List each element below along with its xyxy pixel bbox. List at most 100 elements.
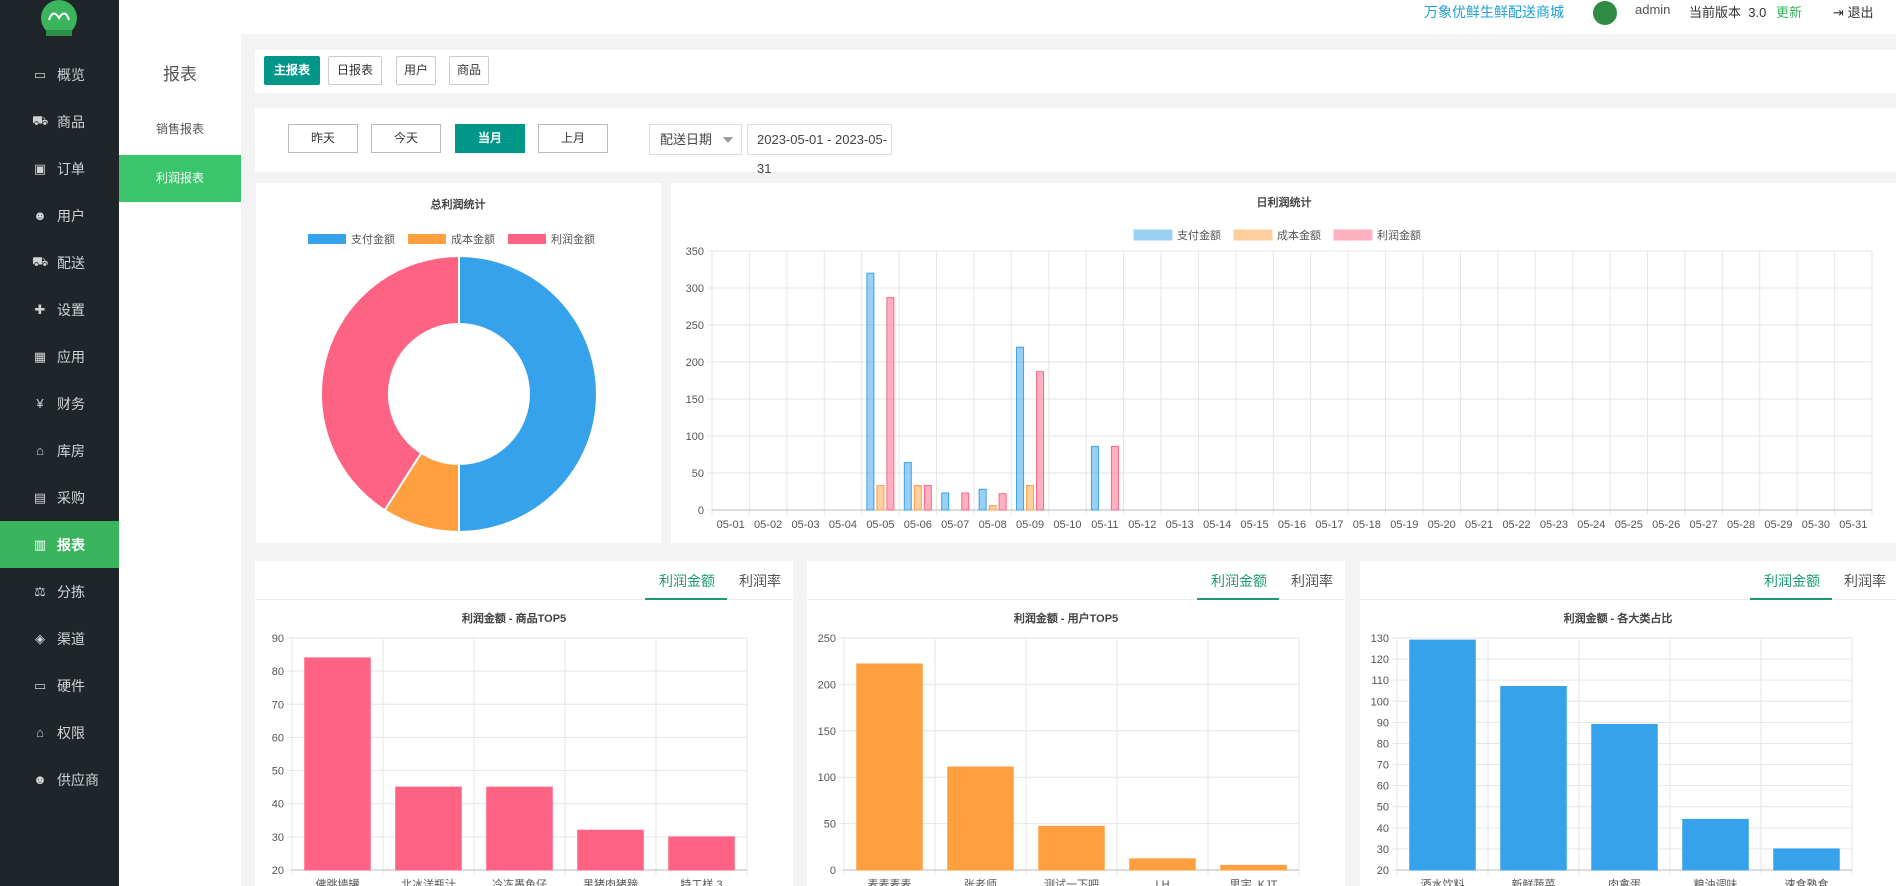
nav-item-label: 报表: [57, 536, 85, 553]
report-tabs: 主报表 日报表 用户 商品: [255, 50, 1896, 93]
category-share-panel: 利润金额 利润率 利润金额 - 各大类占比 20 30 40 50 60 70 80 90 100…: [1360, 561, 1896, 886]
tab-product[interactable]: 商品: [449, 56, 489, 85]
y-tick-label: 200: [818, 679, 836, 691]
bar: [486, 786, 553, 871]
range-yesterday-button[interactable]: 昨天: [288, 124, 358, 153]
tab-user[interactable]: 用户: [396, 56, 436, 85]
x-tick-label: 05-27: [1690, 519, 1718, 531]
date-range-input[interactable]: 2023-05-01 - 2023-05-31: [747, 124, 892, 176]
tab-profit-amount[interactable]: 利润金额: [659, 573, 715, 589]
user-top5-chart: 利润金额 - 用户TOP5 0 50 100 150 200 250 麦麦麦麦 张老师 测试一下吧…: [818, 611, 1300, 886]
bar: [1038, 825, 1105, 871]
scale-icon: ⚖: [34, 583, 46, 599]
logout-label: 退出: [1847, 5, 1874, 20]
x-tick-label: 新鲜蔬菜: [1512, 877, 1556, 886]
range-today-button[interactable]: 今天: [371, 124, 441, 153]
update-link[interactable]: 更新: [1775, 5, 1802, 20]
home-icon: ⌂: [36, 443, 44, 458]
y-tick-label: 100: [1371, 696, 1389, 708]
bar: [923, 485, 932, 511]
x-tick-label: 05-26: [1652, 519, 1680, 531]
y-tick-label: 40: [272, 799, 284, 811]
legend-swatch: [408, 234, 446, 244]
x-tick-label: 05-20: [1428, 519, 1456, 531]
username[interactable]: admin: [1635, 2, 1671, 17]
bar: [1591, 723, 1658, 871]
nav-item-10[interactable]: ▤ 采购: [0, 474, 119, 521]
y-tick-label: 0: [698, 505, 704, 517]
tab-divider: [255, 599, 793, 600]
logo-icon: [41, 0, 77, 36]
tab-profit-rate[interactable]: 利润率: [1291, 573, 1333, 589]
nav-item-5[interactable]: ⛟ 配送: [0, 239, 119, 286]
active-tab-underline: [645, 598, 727, 600]
y-tick-label: 30: [272, 832, 284, 844]
x-tick-label: 05-19: [1390, 519, 1418, 531]
bar: [856, 663, 923, 871]
nav-item-16[interactable]: ☻ 供应商: [0, 756, 119, 803]
bar: [1090, 445, 1099, 511]
x-tick-label: 思宇_KJT: [1230, 878, 1278, 886]
tab-daily-report[interactable]: 日报表: [328, 56, 382, 85]
x-tick-label: 麦麦麦麦: [868, 878, 912, 886]
nav-item-7[interactable]: ▦ 应用: [0, 333, 119, 380]
legend-label: 利润金额: [551, 232, 595, 246]
x-tick-label: 05-04: [829, 519, 857, 531]
money-icon: ▣: [33, 160, 47, 176]
legend-label: 成本金额: [1277, 228, 1321, 242]
bus-icon: ▤: [33, 489, 47, 505]
nav-item-2[interactable]: ⛟ 商品: [0, 98, 119, 145]
x-tick-label: 北冰洋瓶汁: [401, 877, 456, 886]
logout-button[interactable]: ⇥ 退出: [1833, 2, 1874, 21]
nav-item-6[interactable]: ✚ 设置: [0, 286, 119, 333]
range-last-month-button[interactable]: 上月: [538, 124, 608, 153]
tab-profit-amount[interactable]: 利润金额: [1211, 573, 1267, 589]
x-tick-label: 05-22: [1502, 519, 1530, 531]
nav-item-14[interactable]: ▭ 硬件: [0, 662, 119, 709]
submenu-item-profit[interactable]: 利润报表: [119, 155, 241, 202]
top-header: 万象优鲜生鲜配送商城 admin 当前版本 3.0 更新 ⇥ 退出: [119, 0, 1896, 34]
shop-link[interactable]: 万象优鲜生鲜配送商城: [1424, 4, 1564, 20]
submenu-item-sales[interactable]: 销售报表: [155, 122, 204, 136]
chart-title: 利润金额 - 商品TOP5: [462, 611, 566, 625]
nav-item-13[interactable]: ◈ 渠道: [0, 615, 119, 662]
x-tick-label: 粮油调味: [1694, 877, 1738, 886]
nav-item-3[interactable]: ▣ 订单: [0, 145, 119, 192]
y-tick-label: 350: [686, 246, 704, 258]
nav-item-4[interactable]: ☻ 用户: [0, 192, 119, 239]
x-tick-label: 佛跳墙罐: [316, 877, 360, 886]
nav-item-11[interactable]: ▥ 报表: [0, 521, 119, 568]
legend-swatch: [1133, 229, 1173, 241]
range-this-month-button[interactable]: 当月: [455, 124, 525, 153]
avatar[interactable]: [1593, 1, 1617, 25]
date-type-select[interactable]: 配送日期: [649, 124, 742, 155]
y-tick-label: 110: [1371, 675, 1389, 687]
donut-slice: [320, 254, 460, 512]
y-tick-label: 90: [272, 633, 284, 645]
x-tick-label: 测试一下吧: [1044, 878, 1099, 886]
tab-profit-rate[interactable]: 利润率: [1844, 573, 1886, 589]
chart-title: 日利润统计: [1257, 195, 1312, 209]
nav-item-1[interactable]: ▭ 概览: [0, 51, 119, 98]
nav-item-15[interactable]: ⌂ 权限: [0, 709, 119, 756]
x-tick-label: 05-17: [1315, 519, 1343, 531]
x-tick-label: 05-05: [866, 519, 894, 531]
y-tick-label: 50: [692, 468, 704, 480]
nav-item-8[interactable]: ¥ 财务: [0, 380, 119, 427]
tab-main-report[interactable]: 主报表: [264, 56, 320, 85]
bar: [947, 766, 1014, 871]
logout-icon: ⇥: [1833, 5, 1844, 20]
nav-item-12[interactable]: ⚖ 分拣: [0, 568, 119, 615]
y-tick-label: 80: [1377, 738, 1389, 750]
y-tick-label: 60: [272, 732, 284, 744]
yen-icon: ¥: [36, 396, 44, 411]
nav-item-label: 订单: [57, 160, 85, 177]
nav-item-9[interactable]: ⌂ 库房: [0, 427, 119, 474]
y-tick-label: 20: [272, 865, 284, 877]
tab-profit-amount[interactable]: 利润金额: [1764, 573, 1820, 589]
bar: [978, 488, 987, 511]
tab-profit-rate[interactable]: 利润率: [739, 573, 781, 589]
cart-icon: ⛟: [32, 112, 49, 128]
x-tick-label: LH: [1155, 879, 1169, 886]
